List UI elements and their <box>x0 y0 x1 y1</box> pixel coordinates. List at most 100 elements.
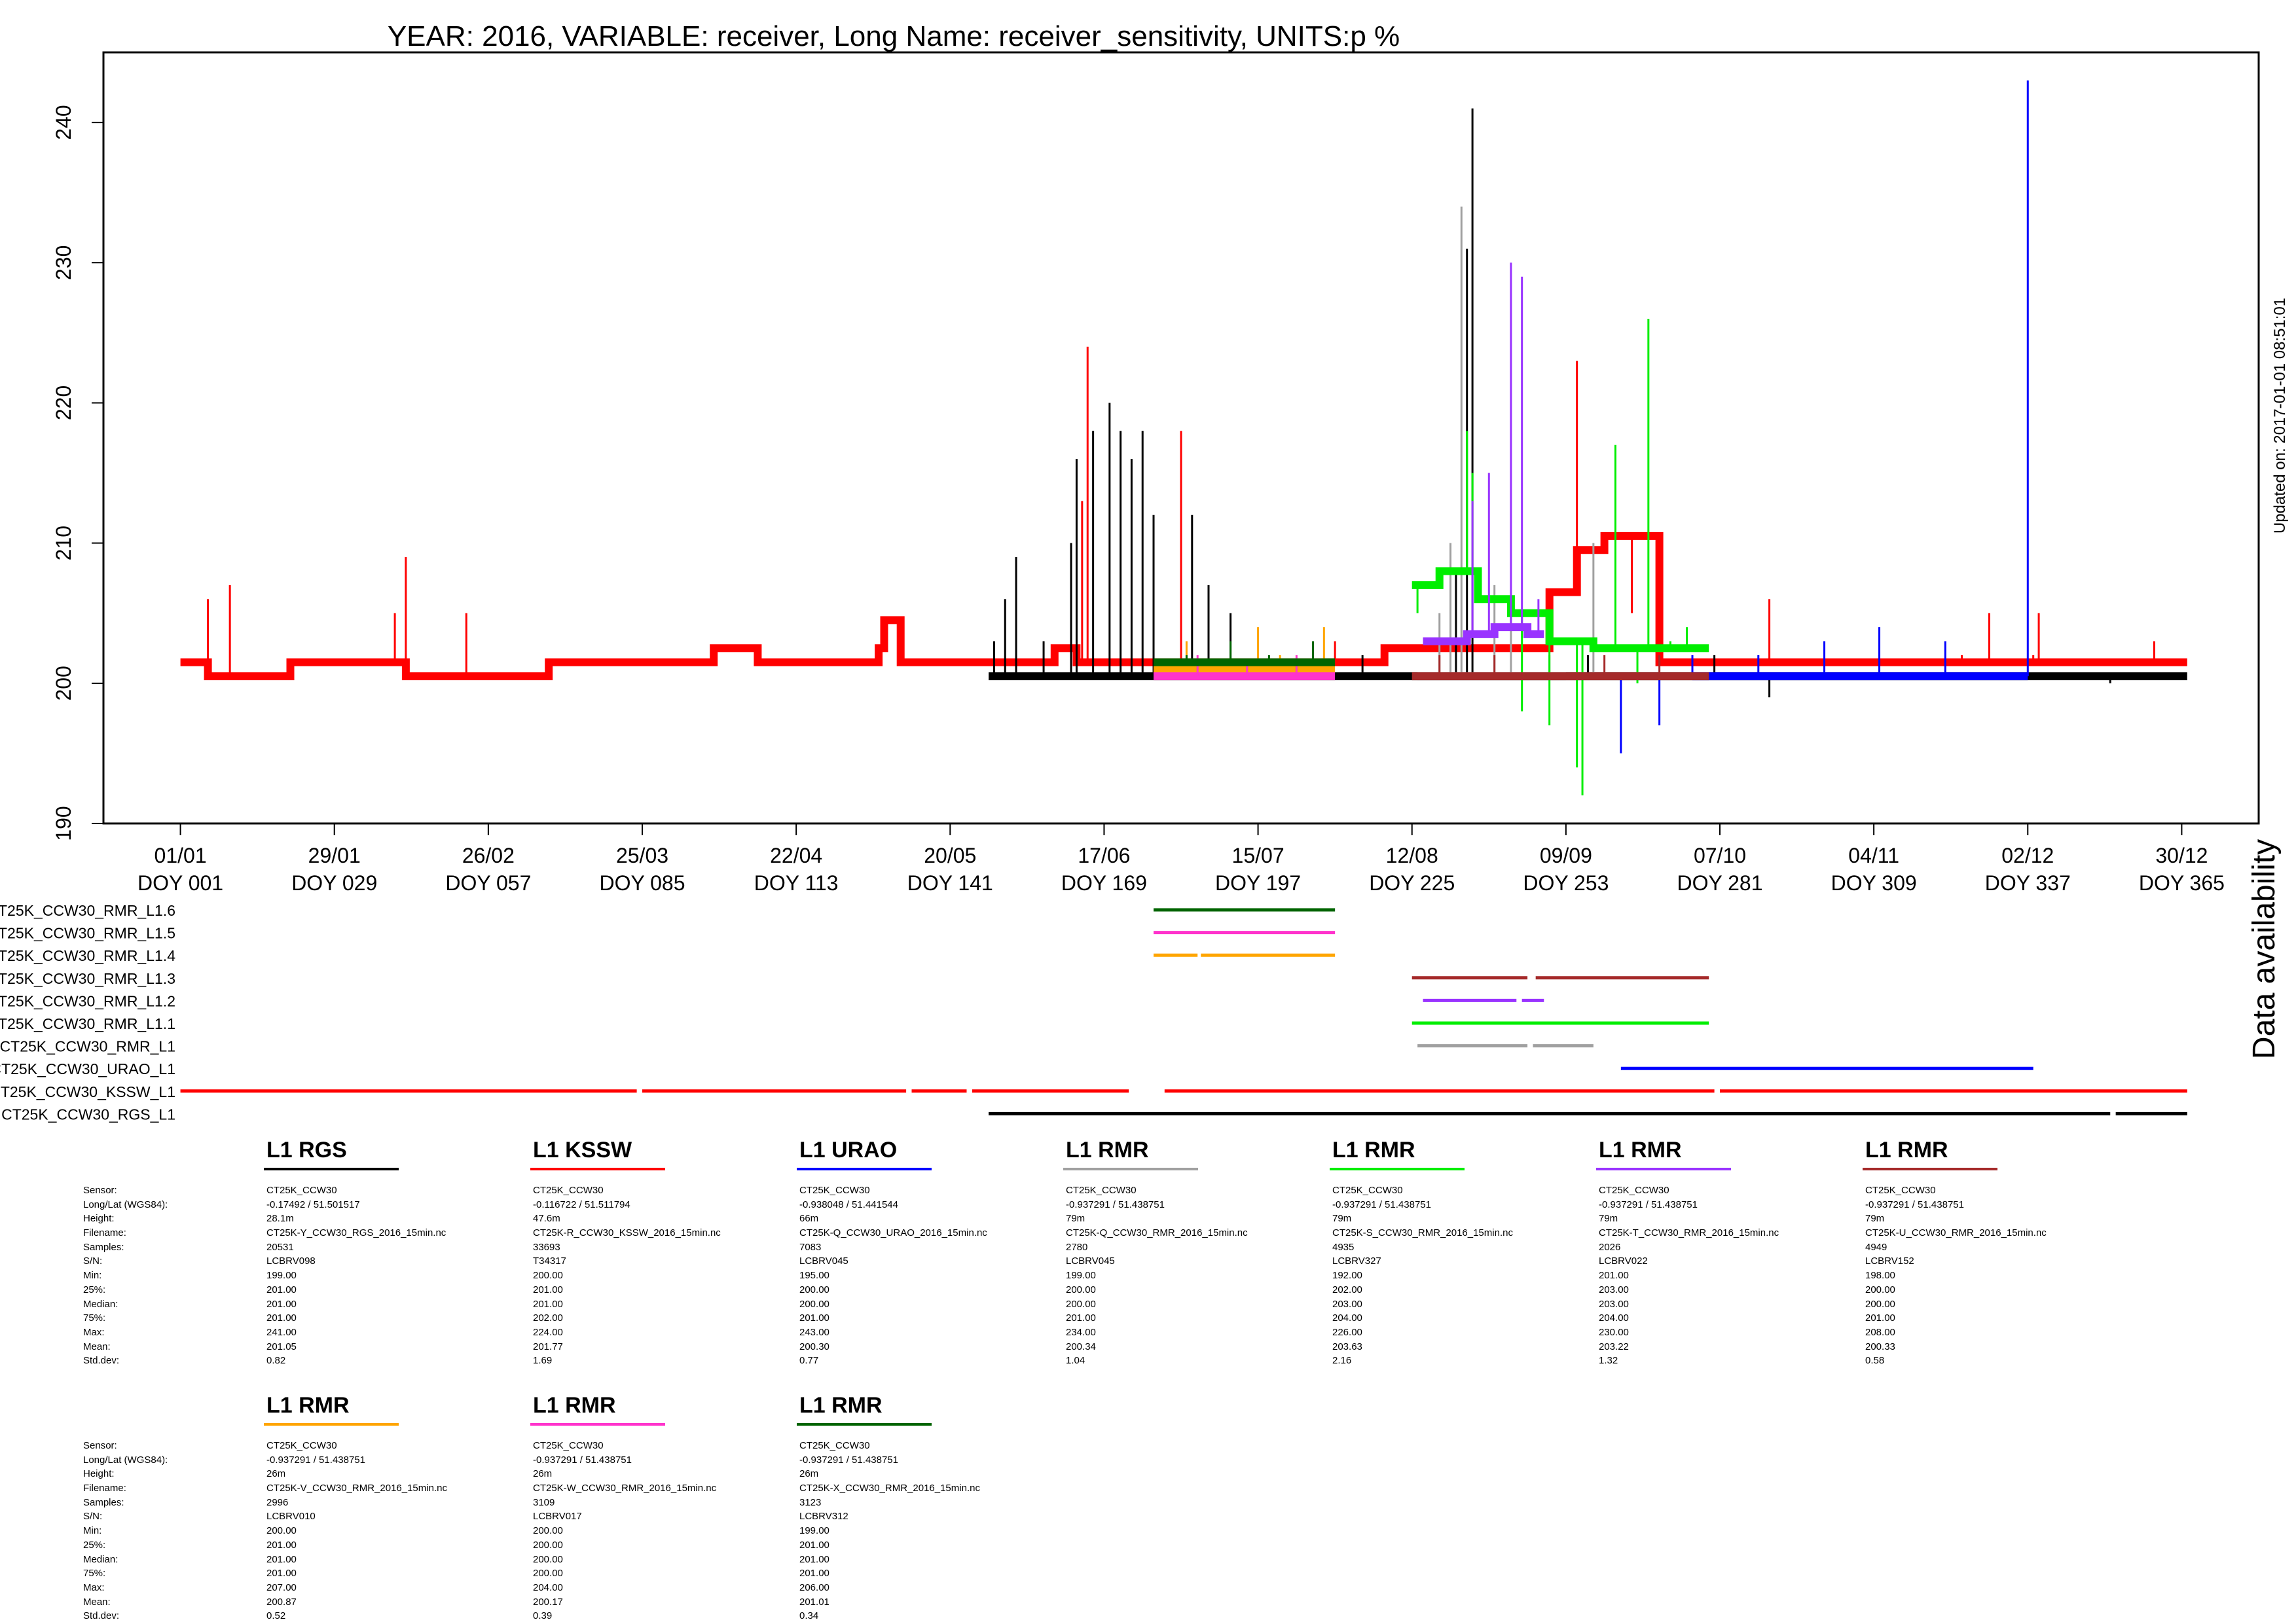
series-CT25K_CCW30_RGS_L1 <box>989 108 2187 698</box>
stat-value: 204.00 <box>1599 1312 1629 1324</box>
stat-label: Height: <box>83 1468 115 1480</box>
availability-row: CT25K_CCW30_RMR_L1.5 <box>0 925 1336 942</box>
x-tick-date-label: 04/11 <box>1848 844 1899 867</box>
availability-title: Data availability <box>2247 839 2282 1059</box>
x-tick-date-label: 26/02 <box>462 844 515 867</box>
stat-value: 0.58 <box>1865 1355 1885 1367</box>
stat-label: Sensor: <box>83 1440 117 1451</box>
stat-label: 75%: <box>83 1568 106 1579</box>
stat-value: LCBRV022 <box>1599 1255 1648 1267</box>
stat-value: 201.05 <box>266 1341 297 1352</box>
stat-value: LCBRV017 <box>533 1511 582 1523</box>
stat-value: 200.33 <box>1865 1341 1895 1352</box>
stat-value: -0.938048 / 51.441544 <box>799 1199 898 1210</box>
stat-label: Mean: <box>83 1596 111 1608</box>
availability-label: CT25K_CCW30_RMR_L1.6 <box>0 902 175 919</box>
stat-value: 26m <box>533 1468 553 1480</box>
stat-value: 200.00 <box>1865 1284 1895 1295</box>
y-tick-label: 240 <box>52 105 75 139</box>
x-tick-doy-label: DOY 029 <box>291 871 377 895</box>
stat-block-title: L1 RMR <box>1066 1138 1149 1163</box>
x-tick-date-label: 30/12 <box>2155 844 2208 867</box>
stat-block-title: L1 RMR <box>1865 1138 1948 1163</box>
x-tick-doy-label: DOY 309 <box>1831 871 1917 895</box>
stat-value: 200.00 <box>533 1270 563 1282</box>
stat-value: 0.77 <box>799 1355 819 1367</box>
stat-value: 28.1m <box>266 1213 294 1225</box>
stat-value: 0.39 <box>533 1610 553 1622</box>
stat-label: Samples: <box>83 1241 124 1253</box>
stat-value: CT25K-S_CCW30_RMR_2016_15min.nc <box>1332 1227 1513 1239</box>
stat-label: Std.dev: <box>83 1355 120 1367</box>
stat-value: 201.00 <box>533 1298 563 1310</box>
series-baseline <box>1423 623 1544 645</box>
stat-label: S/N: <box>83 1255 103 1267</box>
stat-value: 201.00 <box>266 1568 297 1579</box>
stat-value: 4949 <box>1865 1241 1887 1253</box>
stat-value: 203.00 <box>1599 1298 1629 1310</box>
availability-label: CT25K_CCW30_RMR_L1.3 <box>0 970 175 987</box>
stat-value: CT25K-W_CCW30_RMR_2016_15min.nc <box>533 1483 717 1494</box>
availability-label: CT25K_CCW30_URAO_L1 <box>0 1060 175 1077</box>
stat-block-title: L1 RMR <box>266 1393 350 1418</box>
stat-value: CT25K_CCW30 <box>1865 1185 1936 1196</box>
x-tick-doy-label: DOY 365 <box>2139 871 2225 895</box>
stat-label: Min: <box>83 1270 102 1282</box>
availability-row: CT25K_CCW30_KSSW_L1 <box>0 1083 2187 1100</box>
availability-label: CT25K_CCW30_KSSW_L1 <box>0 1083 175 1100</box>
stat-label: Filename: <box>83 1483 126 1494</box>
availability-label: CT25K_CCW30_RMR_L1.4 <box>0 947 175 964</box>
stat-block-underline <box>797 1168 932 1170</box>
stat-value: LCBRV327 <box>1332 1255 1381 1267</box>
stat-label: Samples: <box>83 1496 124 1508</box>
stat-value: 2.16 <box>1332 1355 1352 1367</box>
stat-value: 200.00 <box>1865 1298 1895 1310</box>
stat-value: 203.22 <box>1599 1341 1629 1352</box>
stat-value: 201.00 <box>1599 1270 1629 1282</box>
stat-value: 201.01 <box>799 1596 829 1608</box>
x-tick-doy-label: DOY 113 <box>754 871 839 895</box>
series-CT25K_CCW30_KSSW_L1 <box>180 346 2187 681</box>
series-CT25K_CCW30_RMR_L1.6 <box>1154 641 1336 666</box>
stat-value: 200.87 <box>266 1596 297 1608</box>
stat-value: 33693 <box>533 1241 560 1253</box>
stat-value: LCBRV045 <box>799 1255 848 1267</box>
stat-value: 3109 <box>533 1496 555 1508</box>
series-CT25K_CCW30_RMR_L1 <box>1417 206 1595 681</box>
stat-value: CT25K-T_CCW30_RMR_2016_15min.nc <box>1599 1227 1779 1239</box>
stat-value: 200.00 <box>799 1298 829 1310</box>
stat-value: CT25K_CCW30 <box>266 1440 337 1451</box>
y-tick-label: 230 <box>52 245 75 280</box>
stat-value: 207.00 <box>266 1581 297 1593</box>
stat-value: 200.00 <box>533 1539 563 1551</box>
stat-value: 1.04 <box>1066 1355 1085 1367</box>
stat-value: 201.00 <box>1865 1312 1895 1324</box>
stat-value: 192.00 <box>1332 1270 1362 1282</box>
stat-label: Std.dev: <box>83 1610 120 1622</box>
x-tick-doy-label: DOY 057 <box>445 871 531 895</box>
stat-value: CT25K-Q_CCW30_RMR_2016_15min.nc <box>1066 1227 1248 1239</box>
series-CT25K_CCW30_RMR_L1.1 <box>1412 318 1709 796</box>
stat-value: 47.6m <box>533 1213 560 1225</box>
stat-value: 201.00 <box>266 1312 297 1324</box>
availability-label: CT25K_CCW30_RMR_L1.1 <box>0 1015 175 1032</box>
stat-label: Median: <box>83 1553 118 1565</box>
availability-row: CT25K_CCW30_RMR_L1.2 <box>0 992 1544 1009</box>
stat-block-title: L1 RMR <box>533 1393 616 1418</box>
stat-value: -0.937291 / 51.438751 <box>799 1454 898 1466</box>
stat-block-title: L1 URAO <box>799 1138 898 1163</box>
stat-value: 0.82 <box>266 1355 286 1367</box>
stat-value: -0.937291 / 51.438751 <box>1066 1199 1165 1210</box>
stat-value: 200.34 <box>1066 1341 1096 1352</box>
stat-value: 201.00 <box>266 1284 297 1295</box>
stat-value: 230.00 <box>1599 1326 1629 1338</box>
stat-value: 2996 <box>266 1496 289 1508</box>
stat-block-title: L1 RGS <box>266 1138 347 1163</box>
availability-row: CT25K_CCW30_RMR_L1 <box>0 1038 1594 1055</box>
stat-value: 7083 <box>799 1241 822 1253</box>
stat-value: LCBRV152 <box>1865 1255 1914 1267</box>
y-tick-label: 220 <box>52 386 75 420</box>
stat-value: -0.937291 / 51.438751 <box>1599 1199 1698 1210</box>
x-tick-date-label: 09/09 <box>1540 844 1592 867</box>
x-tick-date-label: 02/12 <box>2001 844 2054 867</box>
